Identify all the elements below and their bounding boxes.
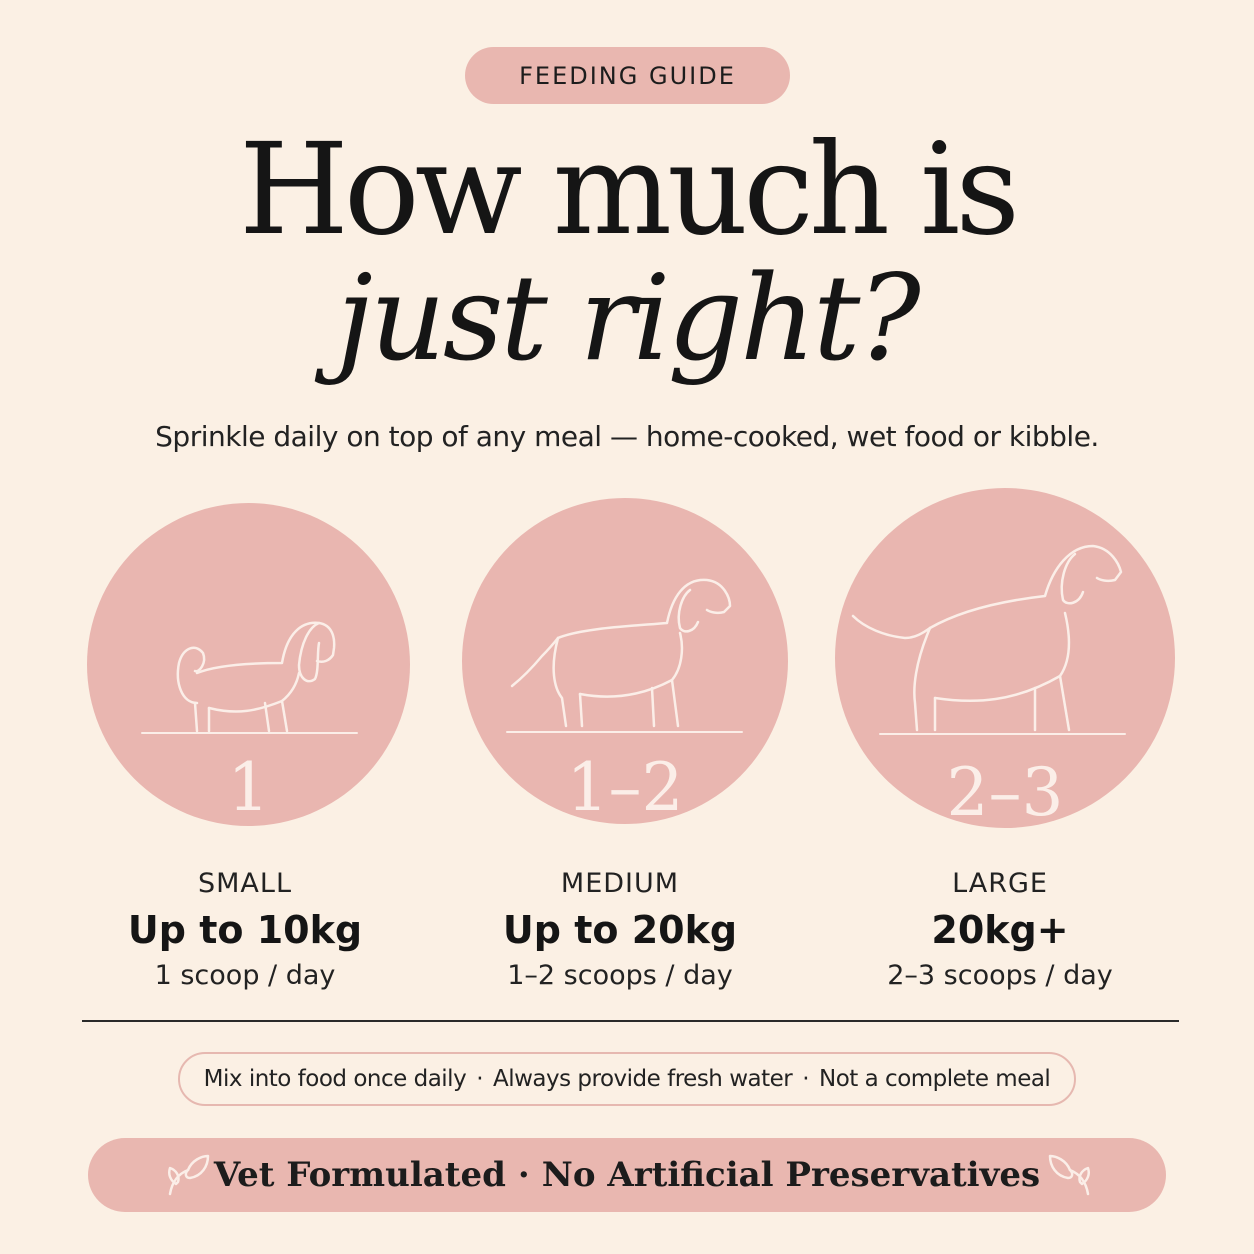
small-dog-icon — [141, 621, 358, 734]
tier-large-weight: 20kg+ — [931, 908, 1069, 952]
usage-notes: Mix into food once daily · Always provid… — [178, 1052, 1076, 1106]
medium-dog-icon — [506, 578, 743, 733]
note-mix-daily: Mix into food once daily — [203, 1066, 467, 1092]
footer-vet-formulated: Vet Formulated — [213, 1155, 506, 1195]
footer-separator: · — [517, 1155, 530, 1195]
large-dog-icon — [851, 544, 1126, 735]
headline-line-2: just right? — [336, 249, 920, 387]
tier-medium-weight: Up to 20kg — [502, 908, 738, 952]
tier-large-dose: 2–3 scoops / day — [887, 960, 1113, 991]
section-divider — [82, 1020, 1179, 1022]
tier-small-scoops: 1 — [227, 749, 270, 826]
footer-no-preservatives: No Artificial Preservatives — [541, 1155, 1041, 1195]
tier-small-dose: 1 scoop / day — [154, 960, 336, 991]
tier-large-scoops: 2–3 — [946, 754, 1064, 828]
note-separator: · — [476, 1066, 483, 1092]
leaf-icon — [168, 1154, 210, 1196]
tier-medium-size: MEDIUM — [560, 868, 680, 899]
tier-small-weight: Up to 10kg — [127, 908, 363, 952]
note-fresh-water: Always provide fresh water — [493, 1066, 793, 1092]
tier-medium-scoops: 1–2 — [566, 749, 684, 824]
feeding-guide-badge: FEEDING GUIDE — [465, 47, 790, 104]
tier-medium-circle: 1–2 — [462, 498, 788, 824]
footer-banner: Vet Formulated · No Artificial Preservat… — [88, 1138, 1166, 1212]
note-not-complete-meal: Not a complete meal — [819, 1066, 1051, 1092]
headline-line-1: How much is — [239, 116, 1020, 263]
note-separator: · — [802, 1066, 810, 1092]
tier-small-size: SMALL — [198, 868, 292, 899]
tier-large-size: LARGE — [952, 868, 1048, 899]
tier-small-circle: 1 — [87, 503, 410, 826]
subtitle: Sprinkle daily on top of any meal — home… — [155, 420, 1099, 453]
tier-medium-dose: 1–2 scoops / day — [507, 960, 733, 991]
tier-large-circle: 2–3 — [835, 488, 1175, 828]
leaf-icon — [1048, 1154, 1090, 1196]
